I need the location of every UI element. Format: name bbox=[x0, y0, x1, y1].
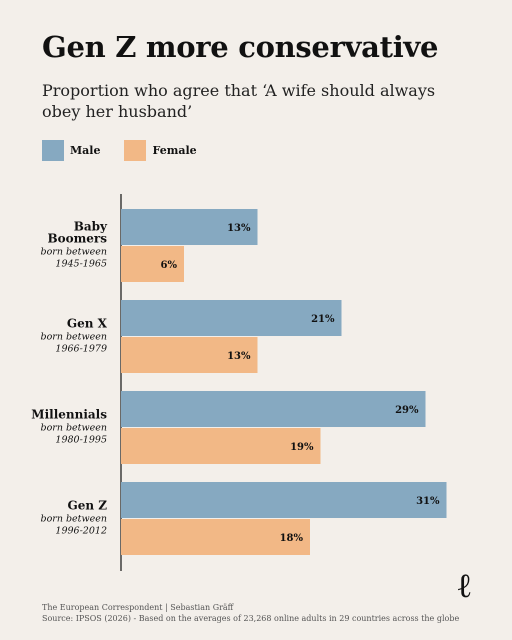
category-label: Millennials bbox=[31, 408, 107, 422]
data-label-male-3: 29% bbox=[395, 405, 419, 416]
footer-credit: The European Correspondent | Sebastian G… bbox=[42, 603, 234, 612]
legend-item-female: Female bbox=[124, 140, 197, 161]
category-note: 1945-1965 bbox=[55, 259, 107, 270]
bar-male-2 bbox=[121, 300, 342, 336]
category-label: Gen Z bbox=[67, 499, 107, 513]
footer-source: Source: IPSOS (2026) - Based on the aver… bbox=[42, 614, 460, 623]
category-label: Gen X bbox=[67, 317, 108, 331]
data-label-female-2: 13% bbox=[227, 351, 251, 362]
data-label-female-3: 19% bbox=[290, 442, 314, 453]
bar-female-1 bbox=[121, 246, 184, 282]
category-note: 1996-2012 bbox=[55, 526, 107, 537]
legend-label-female: Female bbox=[152, 144, 197, 157]
legend-item-male: Male bbox=[42, 140, 100, 161]
category-label: Boomers bbox=[47, 232, 107, 246]
category-note: born between bbox=[41, 423, 108, 434]
data-label-female-4: 18% bbox=[280, 533, 304, 544]
legend-label-male: Male bbox=[70, 144, 101, 157]
bar-female-4 bbox=[121, 519, 310, 555]
brand-logo: ℓ bbox=[458, 566, 471, 606]
category-note: born between bbox=[41, 514, 108, 525]
category-note: born between bbox=[41, 247, 108, 258]
legend: Male Female bbox=[42, 140, 221, 161]
footer: The European Correspondent | Sebastian G… bbox=[42, 602, 459, 624]
data-label-male-2: 21% bbox=[311, 314, 335, 325]
bar-male-1 bbox=[121, 209, 258, 245]
data-label-male-1: 13% bbox=[227, 223, 251, 234]
data-label-male-4: 31% bbox=[416, 496, 440, 507]
category-note: 1980-1995 bbox=[55, 435, 107, 446]
bar-female-2 bbox=[121, 337, 258, 373]
category-note: born between bbox=[41, 332, 108, 343]
legend-swatch-female bbox=[124, 140, 147, 161]
data-label-female-1: 6% bbox=[161, 260, 178, 271]
bar-female-3 bbox=[121, 428, 321, 464]
bar-male-3 bbox=[121, 391, 426, 427]
chart-subtitle: Proportion who agree that ‘A wife should… bbox=[42, 81, 436, 121]
category-label: Baby bbox=[74, 220, 108, 234]
category-note: 1966-1979 bbox=[55, 344, 107, 355]
legend-swatch-male bbox=[42, 140, 64, 161]
bar-male-4 bbox=[121, 482, 447, 518]
chart-title: Gen Z more conservative bbox=[42, 30, 439, 64]
